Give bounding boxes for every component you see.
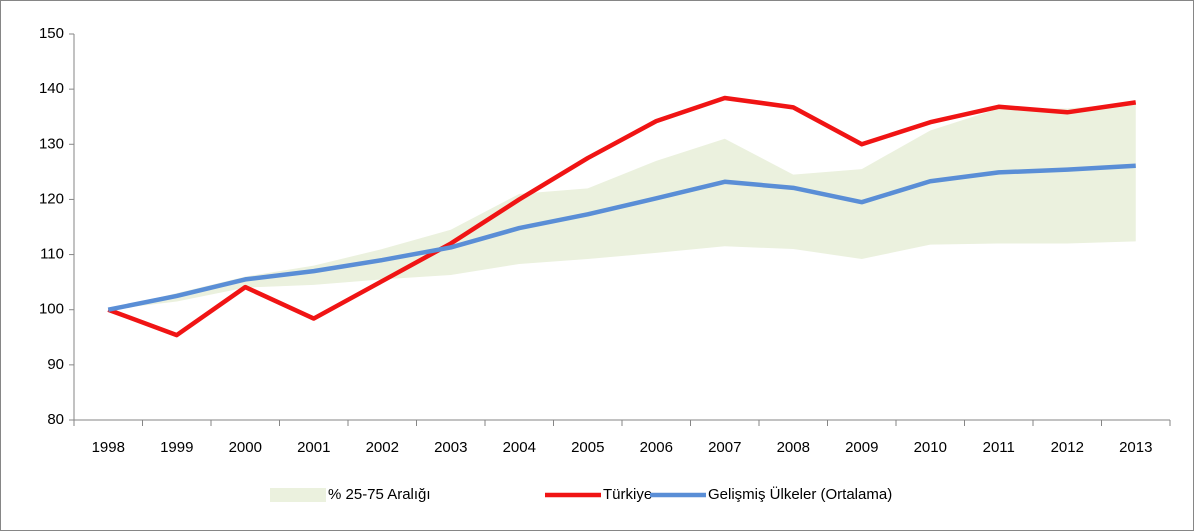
series-line xyxy=(107,163,1136,312)
y-tick-label: 90 xyxy=(47,356,64,373)
x-tick-label: 2007 xyxy=(708,439,741,456)
x-tick-label: 2011 xyxy=(983,439,1015,456)
series-line xyxy=(107,95,1137,338)
x-tick-label: 2009 xyxy=(845,439,878,456)
legend-label: Türkiye xyxy=(603,486,652,503)
y-tick-label: 140 xyxy=(39,80,64,97)
x-tick-label: 2002 xyxy=(366,439,399,456)
x-tick-label: 2000 xyxy=(229,439,262,456)
x-tick-label: 2005 xyxy=(571,439,604,456)
x-tick-label: 2004 xyxy=(503,439,536,456)
x-tick-label: 2006 xyxy=(640,439,673,456)
legend-label: % 25-75 Aralığı xyxy=(328,486,431,503)
y-tick-label: 130 xyxy=(39,135,64,152)
x-tick-label: 1998 xyxy=(92,439,125,456)
legend-label: Gelişmiş Ülkeler (Ortalama) xyxy=(708,485,892,503)
y-tick-label: 80 xyxy=(47,411,64,428)
x-tick-label: 2008 xyxy=(777,439,810,456)
x-tick-label: 2003 xyxy=(434,439,467,456)
legend-swatch xyxy=(270,488,326,502)
x-tick-label: 1999 xyxy=(160,439,193,456)
x-tick-label: 2010 xyxy=(914,439,947,456)
x-tick-label: 2012 xyxy=(1051,439,1084,456)
x-tick-label: 2013 xyxy=(1119,439,1152,456)
x-tick-label: 2001 xyxy=(297,439,330,456)
y-tick-label: 150 xyxy=(39,25,64,42)
y-tick-label: 100 xyxy=(39,301,64,318)
y-tick-label: 110 xyxy=(40,246,64,263)
y-tick-label: 120 xyxy=(39,190,64,207)
